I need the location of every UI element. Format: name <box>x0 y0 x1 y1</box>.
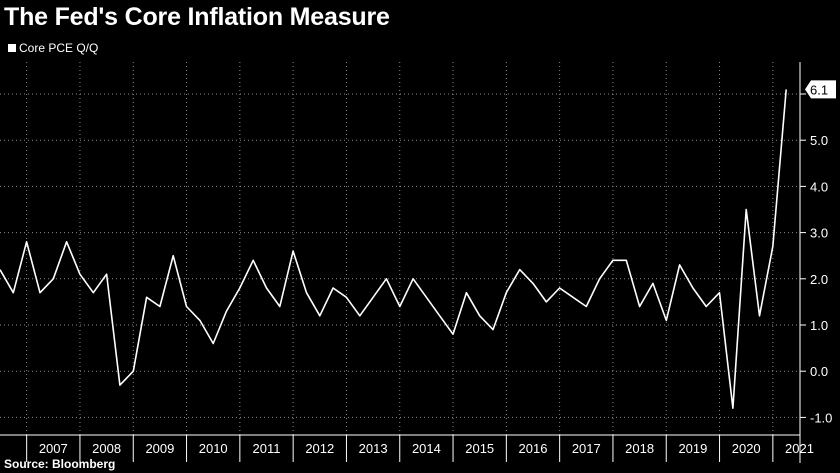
x-tick-label: 2011 <box>253 441 281 456</box>
last-value-callout: 6.1 <box>805 80 836 99</box>
y-tick-label: 3.0 <box>810 226 828 241</box>
x-tick-label: 2017 <box>572 441 601 456</box>
legend-label: Core PCE Q/Q <box>19 41 99 55</box>
y-tick-label: 0.0 <box>810 364 828 379</box>
x-tick-label: 2009 <box>145 441 174 456</box>
y-tick-label: 1.0 <box>810 318 828 333</box>
y-tick-label: 5.0 <box>810 133 828 148</box>
x-tick-label: 2019 <box>678 441 707 456</box>
series-line-core-pce <box>0 89 787 409</box>
x-tick-label: 2013 <box>359 441 388 456</box>
x-tick-label: 2007 <box>39 441 68 456</box>
last-value-label: 6.1 <box>810 82 828 97</box>
legend: Core PCE Q/Q <box>8 41 98 55</box>
x-tick-label: 2012 <box>305 441 334 456</box>
chart-title: The Fed's Core Inflation Measure <box>4 3 390 31</box>
x-tick-label: 2008 <box>92 441 121 456</box>
source-note: Source: Bloomberg <box>4 457 116 471</box>
x-tick-label: 2016 <box>519 441 548 456</box>
last-value-badge <box>805 80 836 99</box>
x-tick-label: 2018 <box>625 441 654 456</box>
legend-swatch <box>8 44 16 52</box>
x-tick-label: 2010 <box>199 441 228 456</box>
y-tick-label: -1.0 <box>810 410 832 425</box>
y-tick-label: 2.0 <box>810 272 828 287</box>
x-tick-label: 2014 <box>412 441 441 456</box>
y-tick-label: 4.0 <box>810 179 828 194</box>
x-tick-label: 2015 <box>465 441 494 456</box>
x-tick-label: 2020 <box>732 441 761 456</box>
